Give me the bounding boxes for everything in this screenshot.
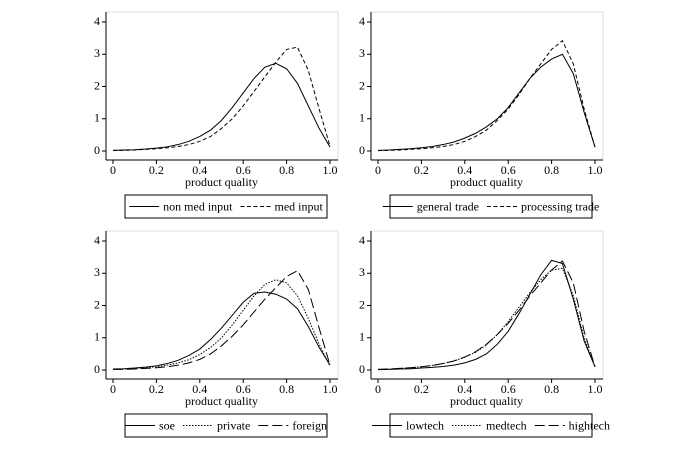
- density-line: [113, 270, 331, 370]
- y-tick-label: 3: [359, 265, 365, 279]
- y-tick-label: 2: [94, 297, 100, 311]
- legend: non med input med input: [129, 199, 323, 213]
- y-tick-label: 0: [94, 143, 100, 157]
- legend: general trade processing trade: [382, 199, 599, 213]
- legend: lowtech medtech hightech: [372, 418, 610, 432]
- y-tick-label: 3: [94, 265, 100, 279]
- legend-label: hightech: [569, 418, 610, 432]
- y-tick-label: 0: [359, 362, 365, 376]
- y-tick-label: 0: [94, 362, 100, 376]
- density-line: [113, 46, 331, 151]
- x-tick-label: 0.8: [544, 382, 559, 396]
- x-tick-label: 0.6: [236, 382, 251, 396]
- legend: soe private foreign: [125, 418, 327, 432]
- legend-label: med input: [275, 199, 324, 213]
- x-tick-label: 0: [110, 163, 116, 177]
- legend-box: [124, 413, 328, 438]
- y-tick-label: 1: [359, 111, 365, 125]
- plot-frame: [105, 230, 339, 380]
- legend-label: soe: [159, 418, 175, 432]
- legend-label: processing trade: [521, 199, 599, 213]
- density-line: [377, 259, 596, 371]
- density-line: [377, 39, 596, 152]
- y-tick-label: 2: [359, 297, 365, 311]
- y-tick-label: 3: [359, 46, 365, 60]
- x-axis-label: product quality: [450, 175, 523, 189]
- density-line: [377, 260, 596, 370]
- x-tick-label: 1.0: [323, 382, 338, 396]
- legend-label: medtech: [486, 418, 527, 432]
- x-tick-label: 0.4: [457, 163, 472, 177]
- x-tick-label: 0: [375, 163, 381, 177]
- legend-box: [124, 194, 328, 219]
- y-tick-label: 4: [359, 233, 365, 247]
- legend-label: lowtech: [406, 418, 444, 432]
- y-tick-label: 0: [359, 143, 365, 157]
- x-tick-label: 0.8: [279, 382, 294, 396]
- y-tick-label: 3: [94, 46, 100, 60]
- x-tick-label: 0.6: [501, 163, 516, 177]
- x-tick-label: 1.0: [323, 163, 338, 177]
- x-tick-label: 0.8: [544, 163, 559, 177]
- x-tick-label: 0.4: [457, 382, 472, 396]
- x-tick-label: 0.4: [192, 163, 207, 177]
- x-tick-label: 0: [110, 382, 116, 396]
- density-line: [112, 291, 331, 370]
- x-tick-label: 0.6: [236, 163, 251, 177]
- y-tick-label: 1: [94, 330, 100, 344]
- x-tick-label: 0.2: [414, 382, 429, 396]
- y-tick-label: 1: [94, 111, 100, 125]
- x-tick-label: 0.4: [192, 382, 207, 396]
- y-tick-label: 4: [359, 14, 365, 28]
- legend-label: private: [217, 418, 250, 432]
- panel: 0 1 2 3 4 0 0.2 0.4 0.6 0.8 1.0 product quality lowt…: [359, 230, 610, 438]
- x-tick-label: 1.0: [588, 163, 603, 177]
- density-line: [112, 279, 331, 370]
- y-tick-label: 4: [94, 14, 100, 28]
- x-tick-label: 0.2: [149, 163, 164, 177]
- x-axis-label: product quality: [185, 175, 258, 189]
- x-tick-label: 0.8: [279, 163, 294, 177]
- legend-label: non med input: [163, 199, 233, 213]
- y-tick-label: 1: [359, 330, 365, 344]
- panel: 0 1 2 3 4 0 0.2 0.4 0.6 0.8 1.0 product quality gene…: [359, 11, 604, 219]
- x-tick-label: 1.0: [588, 382, 603, 396]
- x-tick-label: 0.6: [501, 382, 516, 396]
- plot-frame: [105, 11, 339, 161]
- panel: 0 1 2 3 4 0 0.2 0.4 0.6 0.8 1.0 product quality soe p…: [94, 230, 339, 438]
- y-tick-label: 4: [94, 233, 100, 247]
- x-tick-label: 0.2: [149, 382, 164, 396]
- plot-frame: [370, 11, 604, 161]
- x-axis-label: product quality: [450, 394, 523, 408]
- panel: 0 1 2 3 4 0 0.2 0.4 0.6 0.8 1.0 product quality non …: [94, 11, 339, 219]
- plot-frame: [370, 230, 604, 380]
- density-line: [377, 53, 596, 151]
- y-tick-label: 2: [359, 78, 365, 92]
- density-line: [112, 62, 331, 151]
- legend-label: general trade: [417, 199, 479, 213]
- y-tick-label: 2: [94, 78, 100, 92]
- x-tick-label: 0.2: [414, 163, 429, 177]
- x-tick-label: 0: [375, 382, 381, 396]
- legend-label: foreign: [292, 418, 327, 432]
- x-axis-label: product quality: [185, 394, 258, 408]
